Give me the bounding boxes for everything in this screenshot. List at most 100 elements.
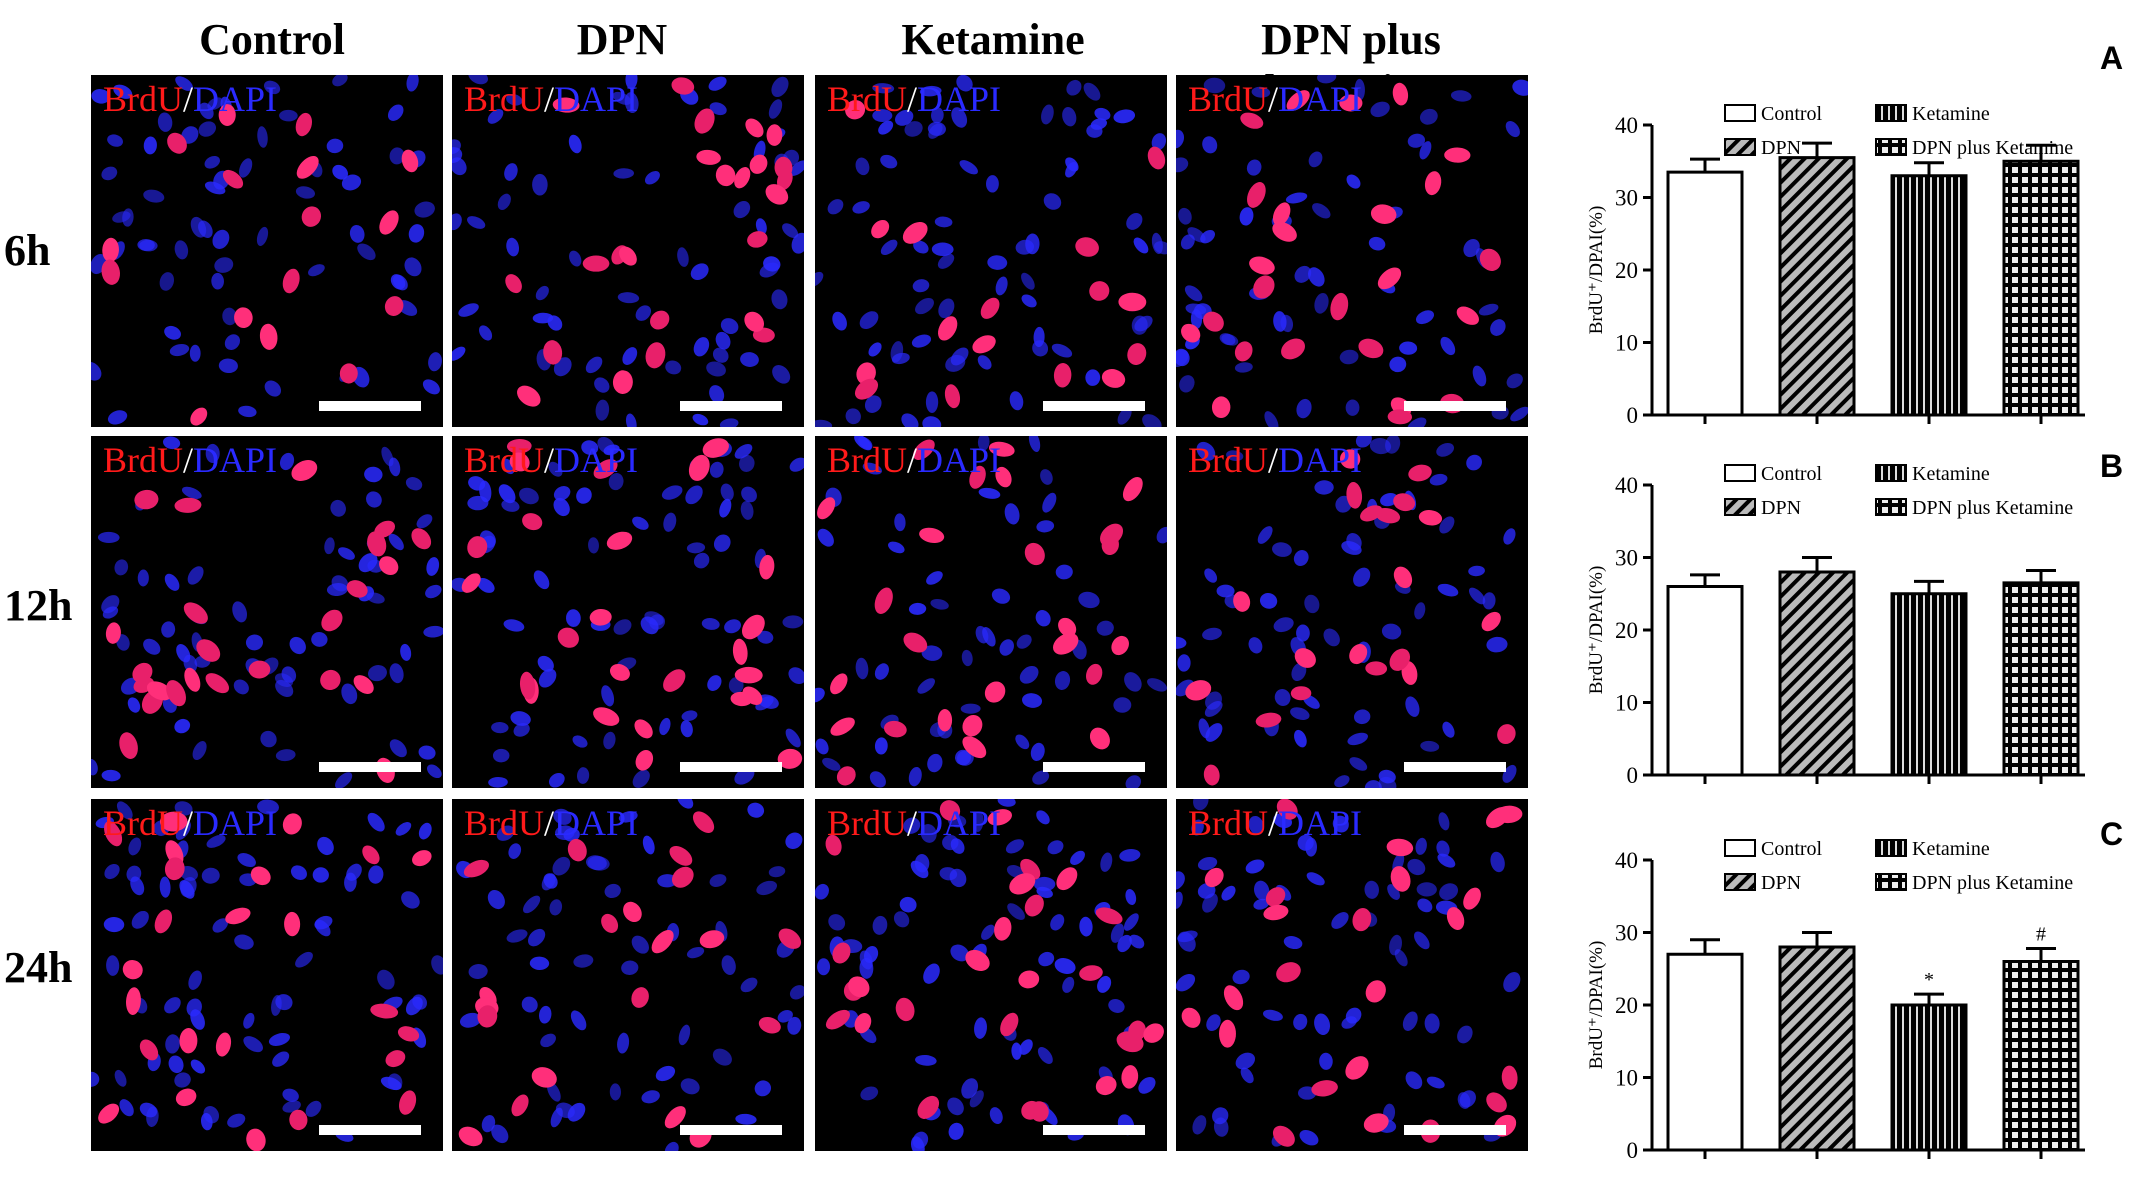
- stain-label-dapi: DAPI: [554, 803, 639, 843]
- y-tick-label: 10: [1615, 331, 1638, 356]
- y-tick-label: 30: [1615, 186, 1638, 211]
- bar-ketamine: [1890, 592, 1968, 777]
- legend-swatch: [1724, 839, 1756, 857]
- y-axis-label: BrdU⁺/DPAI(%): [1586, 941, 1607, 1070]
- column-title-control: Control: [199, 15, 345, 64]
- bar-chart-a: BrdU⁺/DPAI(%) 0 10 20 30 40 Control DPN Ketamine…: [1580, 55, 2100, 428]
- scale-bar: [319, 1125, 421, 1135]
- legend-swatch: [1875, 104, 1907, 122]
- bar-ketamine: [1890, 1003, 1968, 1152]
- legend-swatch: [1875, 138, 1907, 156]
- stain-label-brdu: BrdU: [1188, 79, 1268, 119]
- stain-label-slash: /: [907, 440, 918, 480]
- micrograph-ketamine-12h: BrdU/DAPI: [815, 436, 1167, 788]
- y-tick-label: 10: [1615, 691, 1638, 716]
- column-title-ketamine: Ketamine: [901, 15, 1085, 64]
- y-tick-label: 40: [1615, 473, 1638, 498]
- scale-bar: [1043, 762, 1145, 772]
- bar-dpn: [1778, 156, 1856, 417]
- cell-nuclei: [91, 75, 442, 426]
- cell-nuclei: [815, 436, 1167, 788]
- cell-nuclei: [91, 799, 443, 1151]
- stain-label: BrdU/DAPI: [1188, 81, 1362, 117]
- micrograph-ketamine-24h: BrdU/DAPI: [815, 799, 1167, 1151]
- bar-control: [1666, 952, 1744, 1152]
- stain-label-dapi: DAPI: [917, 803, 1002, 843]
- panel-letter-a: A: [2100, 40, 2124, 76]
- cell-nuclei: [1176, 436, 1517, 788]
- stain-label: BrdU/DAPI: [103, 442, 277, 478]
- stain-label-slash: /: [183, 79, 194, 119]
- stain-label: BrdU/DAPI: [827, 442, 1001, 478]
- legend-label: Control: [1761, 463, 1823, 485]
- stain-label-slash: /: [183, 440, 194, 480]
- micrograph-dpn-plus-ketamine-12h: BrdU/DAPI: [1176, 436, 1528, 788]
- scale-bar: [319, 401, 421, 411]
- stain-label: BrdU/DAPI: [103, 805, 277, 841]
- legend-label: DPN: [1761, 872, 1801, 894]
- stain-label-brdu: BrdU: [103, 79, 183, 119]
- micrograph-dpn-plus-ketamine-6h: BrdU/DAPI: [1176, 75, 1528, 427]
- stain-label: BrdU/DAPI: [1188, 805, 1362, 841]
- legend-label: DPN plus Ketamine: [1912, 137, 2073, 159]
- y-tick-label: 40: [1615, 848, 1638, 873]
- scale-bar: [680, 401, 782, 411]
- stain-label-dapi: DAPI: [917, 79, 1002, 119]
- significance-mark: #: [2036, 923, 2046, 945]
- y-tick-label: 0: [1627, 403, 1639, 425]
- legend-swatch: [1724, 138, 1756, 156]
- micrograph-control-12h: BrdU/DAPI: [91, 436, 443, 788]
- stain-label: BrdU/DAPI: [464, 81, 638, 117]
- scale-bar: [680, 762, 782, 772]
- cell-nuclei: [815, 75, 1167, 427]
- stain-label-dapi: DAPI: [193, 440, 278, 480]
- stain-label-slash: /: [1268, 79, 1279, 119]
- legend-swatch: [1875, 839, 1907, 857]
- bar-dpn: [1778, 570, 1856, 777]
- legend-label: DPN: [1761, 497, 1801, 519]
- bar-chart-c-svg: BrdU⁺/DPAI(%) 0 10 20 30 40 * # Control DPN Ketami…: [1586, 838, 2085, 1163]
- scale-bar: [1043, 1125, 1145, 1135]
- legend-label: Ketamine: [1912, 103, 1990, 125]
- y-tick-label: 30: [1615, 921, 1638, 946]
- bar-chart-b-svg: BrdU⁺/DPAI(%) 0 10 20 30 40 Control DPN Ketamine…: [1586, 463, 2085, 788]
- panel-letter-c: C: [2100, 816, 2124, 852]
- cell-nuclei: [91, 436, 443, 788]
- cell-nuclei: [456, 799, 804, 1151]
- y-tick-label: 40: [1615, 113, 1638, 138]
- stain-label-brdu: BrdU: [1188, 803, 1268, 843]
- bar-dpn: [1778, 945, 1856, 1152]
- stain-label-slash: /: [1268, 440, 1279, 480]
- legend-swatch: [1724, 104, 1756, 122]
- legend-label: DPN plus Ketamine: [1912, 872, 2073, 894]
- scale-bar: [319, 762, 421, 772]
- stain-label-dapi: DAPI: [1278, 440, 1363, 480]
- bar-ketamine: [1890, 174, 1968, 417]
- stain-label-brdu: BrdU: [1188, 440, 1268, 480]
- legend-label: DPN plus Ketamine: [1912, 497, 2073, 519]
- stain-label-dapi: DAPI: [1278, 79, 1363, 119]
- y-tick-label: 0: [1627, 1138, 1639, 1160]
- bar-control: [1666, 585, 1744, 777]
- stain-label-slash: /: [907, 79, 918, 119]
- legend-label: Control: [1761, 103, 1823, 125]
- stain-label-dapi: DAPI: [193, 79, 278, 119]
- bar-chart-a-svg: BrdU⁺/DPAI(%) 0 10 20 30 40 Control DPN Ketamine…: [1586, 103, 2085, 428]
- bar-chart-c: BrdU⁺/DPAI(%) 0 10 20 30 40 * # Control DPN Ketami…: [1580, 830, 2100, 1163]
- stain-label: BrdU/DAPI: [827, 81, 1001, 117]
- legend-swatch: [1724, 464, 1756, 482]
- legend-swatch: [1875, 873, 1907, 891]
- significance-mark: *: [1924, 969, 1934, 991]
- y-tick-label: 10: [1615, 1066, 1638, 1091]
- stain-label-brdu: BrdU: [464, 79, 544, 119]
- micrograph-dpn-plus-ketamine-24h: BrdU/DAPI: [1176, 799, 1528, 1151]
- micrograph-dpn-6h: BrdU/DAPI: [452, 75, 804, 427]
- stain-label-dapi: DAPI: [193, 803, 278, 843]
- legend-label: DPN: [1761, 137, 1801, 159]
- stain-label-slash: /: [907, 803, 918, 843]
- micrograph-dpn-12h: BrdU/DAPI: [452, 436, 804, 788]
- cell-nuclei: [452, 436, 804, 788]
- y-tick-label: 20: [1615, 258, 1638, 283]
- stain-label-dapi: DAPI: [554, 440, 639, 480]
- stain-label-slash: /: [183, 803, 194, 843]
